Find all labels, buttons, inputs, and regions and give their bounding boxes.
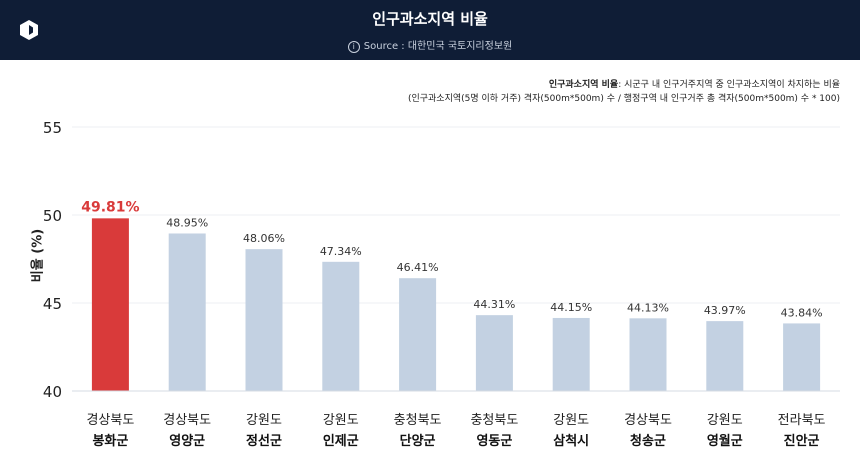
y-tick-label: 40 [43,383,62,401]
bar [246,249,283,391]
bar [169,233,206,391]
data-label: 44.31% [473,298,515,311]
x-tick-province: 경상북도 [163,413,211,428]
x-tick-county: 청송군 [630,433,666,449]
x-tick-county: 삼척시 [553,433,589,449]
y-tick-label: 55 [43,119,62,137]
x-tick-province: 충청북도 [470,413,518,428]
bar [630,318,667,391]
x-tick-county: 정선군 [246,433,282,449]
x-tick-province: 충청북도 [394,413,442,428]
x-tick-county: 영동군 [476,434,512,449]
x-tick-county: 영월군 [707,433,743,449]
x-tick-province: 경상북도 [624,413,672,428]
bar [476,315,513,391]
data-label: 48.06% [243,232,285,245]
bar [553,318,590,391]
y-tick-label: 50 [43,207,62,225]
bar [783,323,820,391]
bar [706,321,743,391]
x-tick-county: 단양군 [400,433,436,449]
x-tick-county: 영양군 [169,434,205,449]
x-tick-province: 강원도 [246,413,282,428]
x-tick-province: 강원도 [707,413,743,428]
x-tick-province: 강원도 [323,413,359,428]
data-label: 44.13% [627,301,669,314]
data-label: 43.84% [781,306,823,319]
data-label: 48.95% [166,216,208,229]
x-tick-province: 강원도 [553,413,589,428]
data-label: 47.34% [320,245,362,258]
bar [92,218,129,391]
bar [322,262,359,391]
data-label: 46.41% [397,261,439,274]
y-tick-label: 45 [43,295,62,313]
x-tick-county: 인제군 [323,433,359,449]
x-tick-county: 진안군 [784,433,820,449]
x-tick-county: 봉화군 [92,433,128,449]
x-tick-province: 경상북도 [86,413,134,428]
data-label: 43.97% [704,304,746,317]
data-label: 49.81% [81,199,139,215]
data-label: 44.15% [550,301,592,314]
x-tick-province: 전라북도 [778,413,826,428]
bar [399,278,436,391]
